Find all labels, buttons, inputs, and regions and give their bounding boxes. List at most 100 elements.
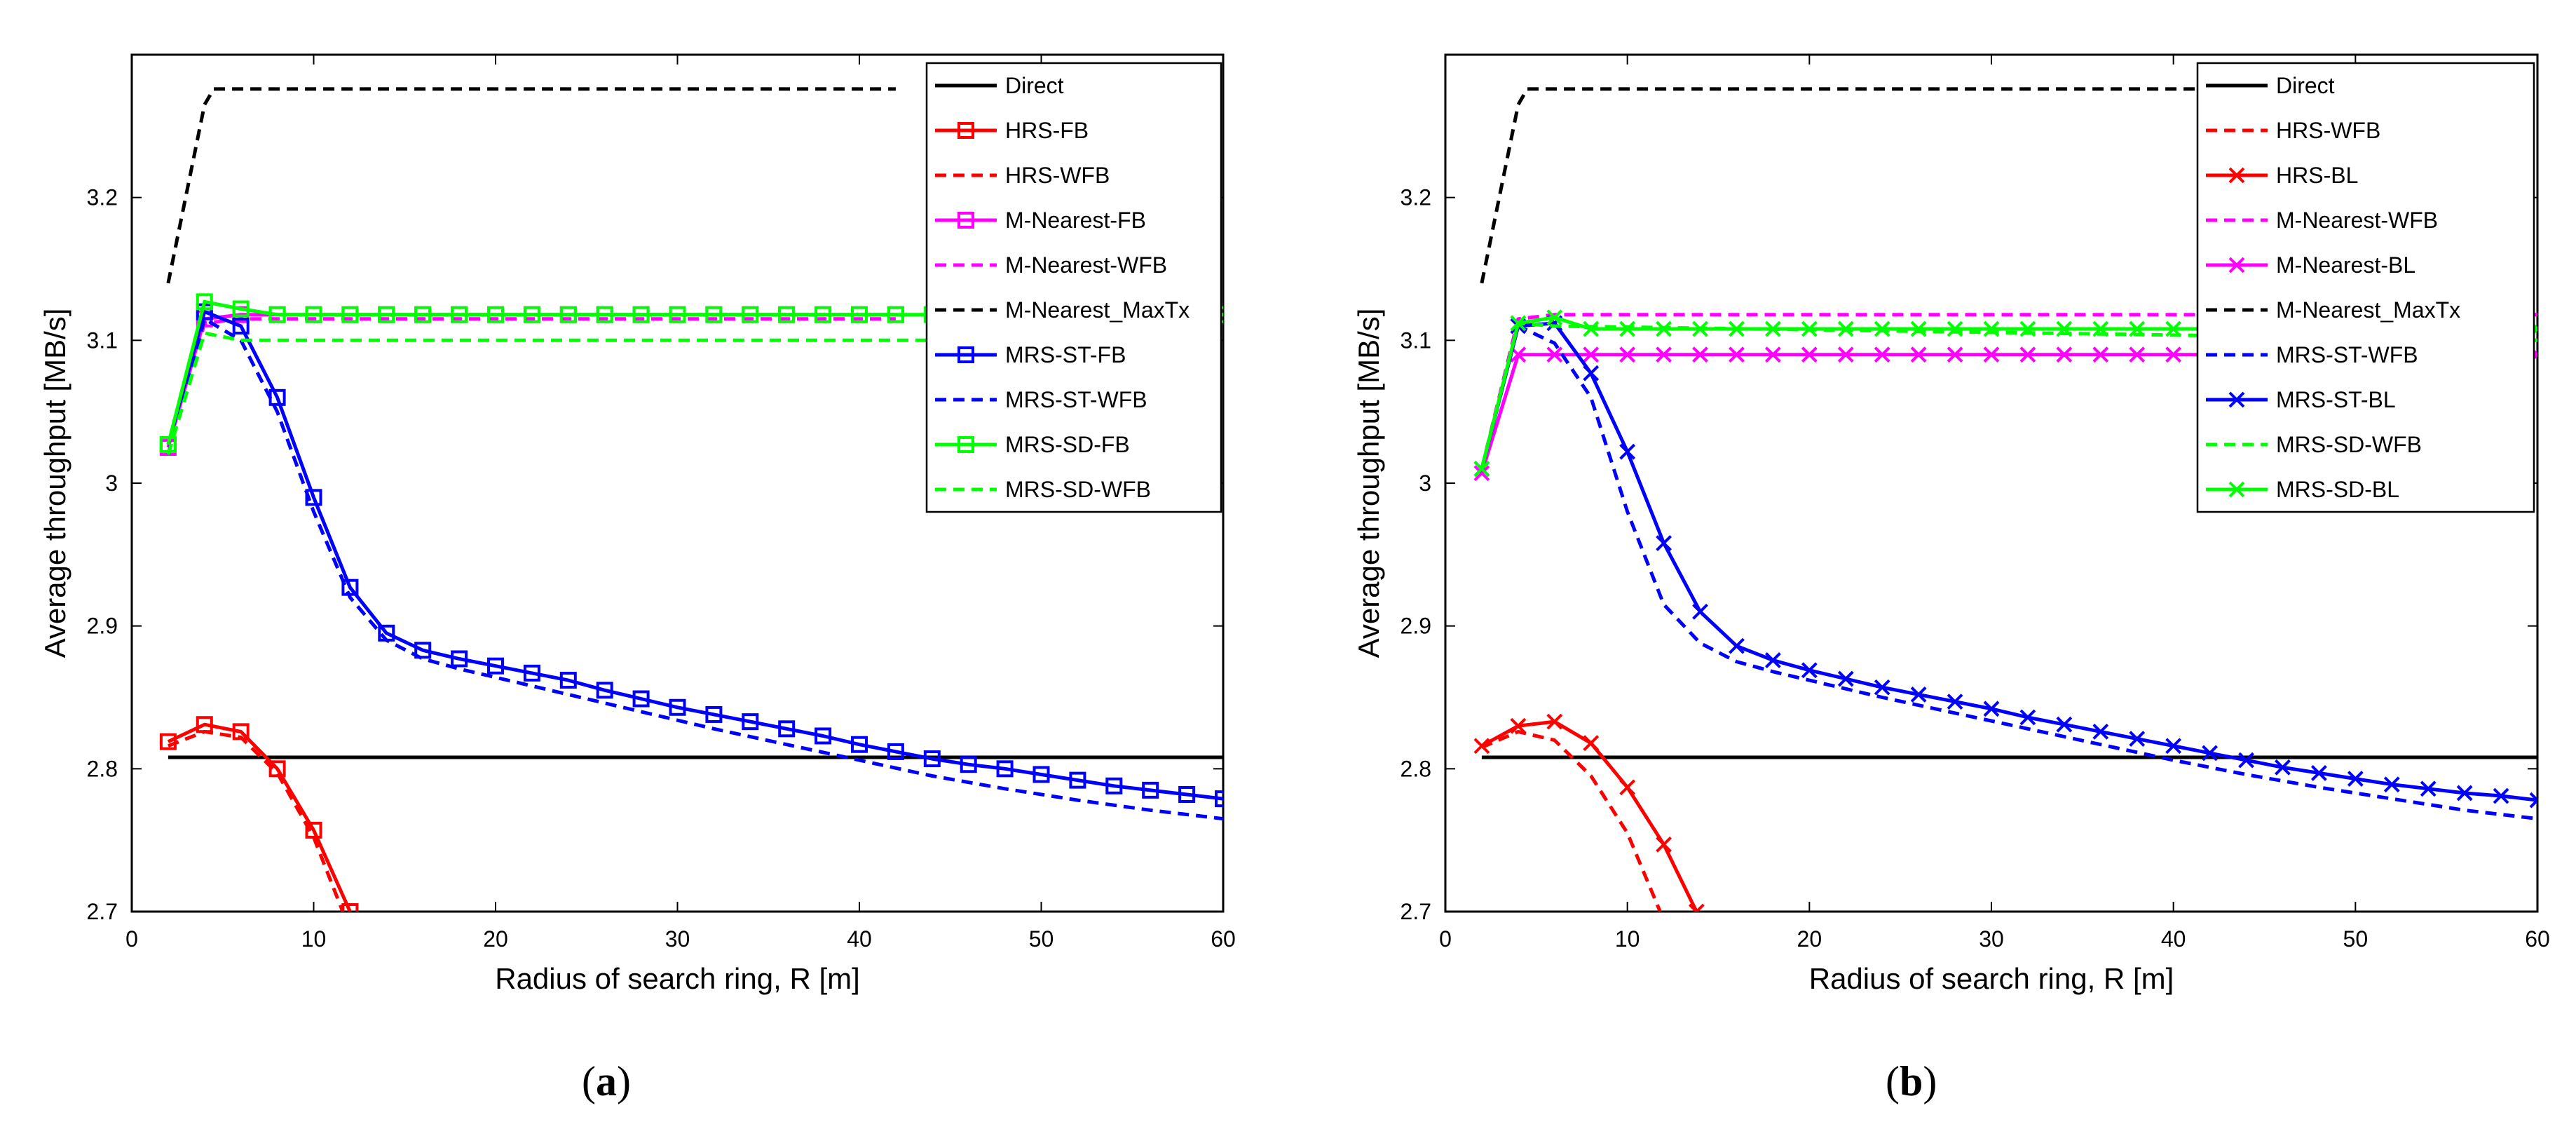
panel-a-legend-entry-hrs-fb-label: HRS-FB: [1005, 118, 1089, 143]
panel-b-legend-entry-m-nearest-bl: M-Nearest-BL: [2206, 252, 2415, 278]
panel-a-y-tick-label: 3.1: [87, 327, 118, 353]
panel-a-series-mrs-st-wfb: [166, 317, 1223, 821]
panel-b-legend-entry-mrs-st-bl-label: MRS-ST-BL: [2276, 387, 2396, 412]
panel-a-series-mrs-sd-fb-point: [487, 306, 504, 323]
panel-a-series-m-nearest-maxtx: [166, 87, 896, 284]
panel-a-series-mrs-st-fb-point: [996, 760, 1014, 778]
panel-b-series-mrs-sd-bl-point: [2092, 320, 2109, 337]
panel-b-series-m-nearest-bl-point: [1729, 346, 1745, 363]
panel-a-series-hrs-wfb: [167, 729, 345, 912]
panel-a-series-mrs-sd-fb-point: [705, 306, 723, 323]
panel-b-series-hrs-bl-point: [1688, 903, 1705, 912]
panel-b-series-mrs-st-wfb-line: [1480, 324, 2537, 821]
panel-a-series-mrs-st-fb: [159, 303, 1223, 808]
panel-a-legend-entry-direct: Direct: [935, 73, 1064, 98]
panel-b-series-hrs-bl-line: [1480, 719, 1698, 912]
panel-a-series-mrs-st-fb-point: [487, 657, 504, 675]
panel-a-series-hrs-wfb-line: [167, 729, 345, 912]
panel-b-series-mrs-st-bl-point: [1729, 637, 1745, 654]
panel-b-legend-entry-mrs-st-wfb: MRS-ST-WFB: [2206, 342, 2418, 367]
panel-a-series-mrs-st-fb-point: [559, 672, 577, 689]
panel-a-x-tick-label: 20: [483, 926, 508, 952]
panel-b-y-tick-label: 2.7: [1401, 899, 1431, 924]
panel-a-legend-entry-mrs-sd-fb-label: MRS-SD-FB: [1005, 432, 1130, 457]
panel-b-series-m-nearest-bl-point: [1546, 346, 1563, 363]
panel-a-legend-entry-mrs-sd-wfb-label: MRS-SD-WFB: [1005, 477, 1151, 502]
panel-b-series-mrs-sd-bl-point: [1947, 320, 1963, 337]
panel-b-legend-entry-m-nearest-bl-label: M-Nearest-BL: [2276, 252, 2415, 278]
panel-a-series-mrs-sd-wfb-line: [166, 331, 1223, 456]
panel-a-series-mrs-st-fb-point: [742, 713, 759, 731]
panel-a-series-mrs-st-fb-point: [669, 698, 686, 716]
panel-b-series-mrs-st-bl-point: [1983, 701, 2000, 717]
panel-b-series-m-nearest-bl-point: [1583, 346, 1600, 363]
panel-a-x-tick-label: 0: [125, 926, 138, 952]
panel-b-series-m-nearest-bl-point: [2056, 346, 2073, 363]
panel-a-series-hrs-fb-point: [159, 733, 177, 750]
panel-b-series-hrs-bl: [1473, 713, 1705, 912]
panel-a-series-m-nearest-maxtx-line: [166, 87, 896, 284]
panel-b-series-mrs-st-bl-point: [1874, 679, 1890, 696]
panel-a-series-hrs-fb-line: [167, 722, 352, 912]
panel-b-legend-entry-mrs-sd-bl-label: MRS-SD-BL: [2276, 477, 2399, 502]
panel-a-series-mrs-sd-fb-point: [341, 306, 359, 323]
panel-a-legend-entry-m-nearest-fb-marker: [958, 212, 974, 229]
panel-b-series-m-nearest-bl-point: [1764, 346, 1781, 363]
panel-a-series-mrs-sd-fb-point: [632, 306, 650, 323]
panel-b-series-mrs-sd-bl-point: [1619, 320, 1636, 337]
panel-a-series-mrs-sd-fb-point: [851, 306, 868, 323]
panel-b-x-tick-label: 10: [1615, 926, 1640, 952]
panel-b-legend-entry-mrs-sd-bl: MRS-SD-BL: [2206, 477, 2399, 502]
panel-b-series-mrs-st-bl-point: [2202, 745, 2219, 762]
panel-b-legend-box: [2196, 62, 2535, 513]
panel-b-y-axis-label: Average throughput [MB/s]: [1352, 309, 1385, 658]
panel-b-series-mrs-st-bl-point: [2310, 765, 2327, 781]
panel-a-legend-entry-m-nearest-wfb-label: M-Nearest-WFB: [1005, 252, 1167, 278]
panel-b-series-mrs-sd-bl-point: [1910, 320, 1927, 337]
panel-a-series-mrs-st-fb-point: [851, 736, 868, 753]
panel-b-series-mrs-st-bl-point: [1947, 694, 1963, 710]
panel-a-legend-entry-mrs-sd-wfb: MRS-SD-WFB: [935, 477, 1151, 502]
panel-b-legend-entry-m-nearest-wfb-label: M-Nearest-WFB: [2276, 208, 2438, 233]
panel-a-series-mrs-sd-fb-point: [378, 306, 395, 323]
panel-b-series-mrs-st-bl-point: [1692, 603, 1708, 620]
panel-b-series-mrs-st-bl-point: [1656, 535, 1672, 551]
panel-b-series-mrs-sd-bl-point: [1510, 315, 1527, 332]
panel-b-series-m-nearest-bl-point: [2129, 346, 2146, 363]
panel-a-legend-entry-mrs-sd-fb: MRS-SD-FB: [935, 432, 1130, 457]
panel-b-legend-entry-m-nearest-maxtx-label: M-Nearest_MaxTx: [2276, 297, 2460, 323]
panel-a-series-mrs-st-fb-point: [523, 664, 540, 682]
panel-a-series-m-nearest-fb-line: [166, 313, 896, 448]
panel-b-series-mrs-st-bl-point: [2347, 771, 2364, 787]
panel-b-series-m-nearest-bl-point: [1837, 346, 1854, 363]
panel-b-legend-entry-mrs-sd-wfb: MRS-SD-WFB: [2206, 432, 2422, 457]
panel-b-series-mrs-st-wfb: [1480, 324, 2537, 821]
panel-a-x-tick-label: 50: [1029, 926, 1054, 952]
panel-a-series-mrs-st-fb-point: [451, 650, 468, 668]
panel-b-series-mrs-sd-bl-point: [1874, 320, 1890, 337]
panel-a-legend-entry-mrs-sd-fb-marker: [958, 436, 974, 453]
panel-b-legend-entry-m-nearest-wfb: M-Nearest-WFB: [2206, 208, 2438, 233]
panel-b-series-mrs-sd-bl-point: [1837, 320, 1854, 337]
panel-b-series-mrs-st-bl-point: [2383, 776, 2400, 793]
panel-b-series-mrs-sd-bl-point: [1546, 309, 1563, 326]
panel-a-series-hrs-fb-point: [341, 903, 359, 912]
panel-b-series-hrs-wfb-line: [1480, 729, 1662, 912]
panel-b-series-hrs-bl-point: [1510, 717, 1527, 734]
panel-a-series-mrs-sd-fb-point: [815, 306, 832, 323]
panel-a-series-mrs-sd-fb-point: [232, 300, 250, 318]
panel-b-series-m-nearest-bl-point: [1874, 346, 1890, 363]
panel-a-series-mrs-sd-wfb: [166, 331, 1223, 456]
panel-caption-a: (a): [582, 1058, 631, 1104]
panel-b-series-hrs-bl-point: [1656, 836, 1672, 853]
panel-b-y-tick-label: 3.1: [1401, 327, 1431, 353]
panel-a-series-m-nearest-wfb: [166, 317, 896, 455]
panel-b-series-mrs-sd-bl-point: [2129, 320, 2146, 337]
panel-b-series-mrs-sd-bl-point: [1583, 320, 1600, 337]
panel-a-series-mrs-st-fb-point: [778, 720, 796, 738]
panel-a-y-axis-label: Average throughput [MB/s]: [39, 309, 71, 658]
panel-b-series-mrs-st-bl-point: [2275, 759, 2291, 776]
panel-b-series-m-nearest-bl-point: [1473, 465, 1490, 482]
panel-b-x-tick-label: 0: [1439, 926, 1452, 952]
panel-b-legend-entry-mrs-sd-wfb-label: MRS-SD-WFB: [2276, 432, 2422, 457]
